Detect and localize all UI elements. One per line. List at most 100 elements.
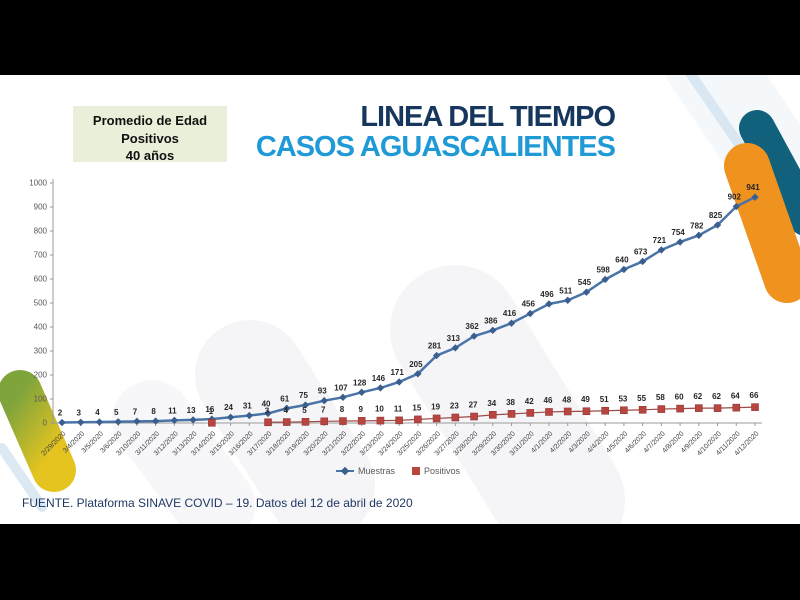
positivos-point-marker [732,403,741,412]
y-tick-label: 1000 [29,179,47,188]
positivos-point-label: 62 [712,392,721,401]
positivos-point-label: 34 [487,399,496,408]
positivos-point-label: 15 [412,403,421,412]
positivos-point-marker [488,411,497,419]
positivos-point-label: 10 [375,405,384,414]
positivos-point-label: 62 [693,392,702,401]
positivos-point-label: 38 [506,398,515,407]
positivos-point-label: 58 [656,393,665,402]
muestras-point-label: 40 [262,399,271,408]
positivos-point-marker [395,416,403,425]
muestras-point-marker [545,300,553,308]
positivos-point-label: 9 [358,405,363,414]
muestras-point-marker [620,265,628,274]
muestras-point-label: 205 [409,360,423,369]
muestras-point-label: 75 [299,391,308,400]
legend-muestras-marker [340,466,350,476]
positivos-point-marker [695,404,703,412]
muestras-point-marker [414,370,422,378]
muestras-point-marker [95,418,104,426]
muestras-point-marker [283,404,291,413]
muestras-point-label: 511 [559,286,572,295]
positivos-point-marker [376,416,385,425]
average-age-line2: Positivos [121,130,179,146]
muestras-point-marker [264,409,272,418]
positivos-point-marker [582,407,591,416]
positivos-point-marker [601,406,609,415]
muestras-point-marker [189,416,197,424]
muestras-point-marker [358,388,366,396]
title-line1: LINEA DEL TIEMPO [360,101,616,133]
muestras-point-label: 3 [77,408,82,417]
muestras-point-label: 902 [728,193,742,202]
positivos-point-marker [339,417,347,425]
muestras-point-marker [451,344,460,352]
muestras-point-label: 13 [187,406,196,415]
muestras-point-label: 146 [372,374,386,383]
muestras-point-label: 93 [318,387,327,396]
legend-positivos-marker [412,467,420,475]
muestras-point-label: 171 [390,368,404,377]
positivos-point-marker [432,414,441,423]
muestras-point-label: 4 [95,408,100,417]
muestras-point-label: 721 [653,236,667,245]
positivos-point-marker [676,404,684,413]
positivos-point-marker [620,406,628,415]
muestras-point-label: 313 [447,334,461,343]
muestras-point-marker [58,418,66,427]
background-watermark [390,265,625,565]
positivos-point-label: 48 [562,395,571,404]
y-tick-label: 200 [34,371,48,380]
muestras-point-marker [601,275,609,284]
muestras-point-label: 496 [540,290,554,299]
legend-muestras-label: Muestras [358,466,396,476]
muestras-point-marker [676,238,684,246]
top-right-teal-ribbon [739,110,800,235]
positivos-point-label: 8 [340,405,345,414]
y-tick-label: 600 [34,275,48,284]
y-tick-label: 900 [34,203,48,212]
positivos-series: 1 3 4 5 7 8 9 10 11 15 19 23 27 34 38 42 46 48 49 51 53 55 58 6… [208,391,759,427]
muestras-point-label: 24 [224,403,233,412]
muestras-point-label: 61 [280,394,289,403]
muestras-point-marker [564,296,572,305]
positivos-point-marker [264,418,272,427]
positivos-point-marker [451,413,460,422]
positivos-point-label: 64 [731,392,740,401]
muestras-point-label: 598 [596,265,610,274]
y-tick-label: 300 [34,347,48,356]
positivos-point-marker [357,417,366,425]
average-age-line1: Promedio de Edad [92,113,208,128]
muestras-point-marker [245,411,253,420]
muestras-point-label: 673 [634,247,648,256]
positivos-point-label: 5 [302,406,307,415]
positivos-point-marker [657,405,666,413]
y-tick-label: 0 [43,419,48,428]
average-age-box: Promedio de Edad Positivos 40 años [73,106,227,163]
positivos-point-label: 23 [450,401,459,410]
y-tick-label: 500 [34,299,48,308]
positivos-point-marker [713,404,722,412]
bottom-left-pale-ribbon [0,443,47,512]
chart-legend: Muestras Positivos [336,466,461,476]
background-watermark [112,380,255,545]
positivos-point-label: 49 [581,395,590,404]
bottom-left-yellow-ribbon [0,370,76,492]
positivos-point-marker [470,412,478,421]
positivos-point-marker [282,418,291,426]
muestras-point-label: 281 [428,342,442,351]
y-tick-label: 400 [34,323,48,332]
muestras-point-marker [470,332,478,340]
y-tick-label: 800 [34,227,48,236]
muestras-point-marker [507,319,516,327]
muestras-point-label: 11 [168,406,177,415]
muestras-point-marker [695,231,703,239]
positivos-point-label: 7 [321,405,326,414]
muestras-point-marker [151,417,160,425]
positivos-point-label: 66 [750,391,759,400]
muestras-point-label: 5 [114,408,119,417]
positivos-point-marker [638,405,647,414]
positivos-point-label: 4 [284,406,289,415]
muestras-point-label: 31 [243,402,252,411]
